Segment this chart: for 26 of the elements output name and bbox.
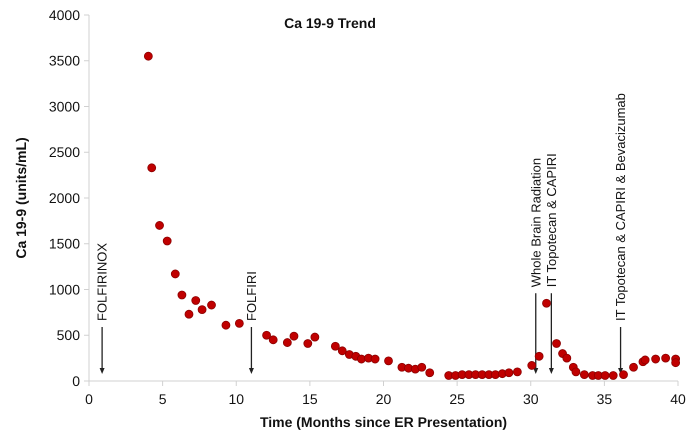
y-axis-title: Ca 19-9 (units/mL) [13, 137, 29, 259]
x-tick-label: 25 [449, 391, 466, 407]
ref-line-label: Whole Brain Radiation [528, 158, 544, 288]
y-tick-label: 1500 [48, 236, 80, 252]
y-tick-label: 2000 [48, 190, 80, 206]
x-tick-label: 0 [85, 391, 94, 407]
x-tick-label: 30 [522, 391, 539, 407]
y-tick-label: 3500 [48, 52, 80, 69]
ref-line-label: FOLFIRINOX [94, 242, 110, 321]
chart-title: Ca 19-9 Trend [284, 15, 376, 31]
ref-line-label: IT Topotecan & CAPIRI [544, 153, 559, 288]
x-tick-label: 5 [158, 391, 167, 407]
y-tick-label: 4000 [48, 6, 80, 23]
x-tick-label: 20 [376, 391, 392, 407]
ref-line-label: IT Topotecan & CAPIRI & Bevacizumab [613, 93, 628, 321]
x-tick-label: 15 [302, 391, 318, 407]
x-axis-title: Time (Months since ER Presentation) [260, 414, 508, 430]
y-tick-label: 2500 [48, 144, 80, 160]
x-tick-label: 35 [596, 391, 612, 407]
y-tick-label: 500 [56, 327, 80, 344]
ref-line-label: FOLFIRI [244, 271, 259, 321]
y-tick-label: 0 [72, 372, 80, 389]
y-tick-label: 3000 [48, 98, 80, 114]
x-tick-label: 40 [670, 391, 686, 407]
x-tick-label: 10 [228, 391, 244, 407]
y-tick-label: 1000 [48, 281, 80, 298]
